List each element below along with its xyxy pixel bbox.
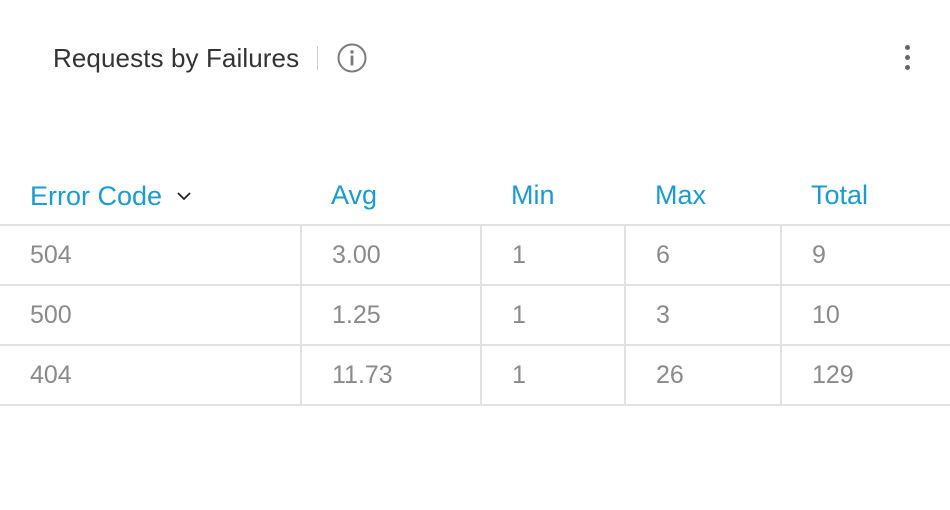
kebab-dot	[904, 54, 910, 60]
info-circle-icon[interactable]	[336, 42, 368, 74]
chevron-down-icon[interactable]	[176, 178, 192, 201]
kebab-dot	[904, 44, 910, 50]
cell-avg: 1.25	[301, 285, 482, 346]
cell-total: 10	[781, 285, 950, 346]
cell-avg: 11.73	[301, 345, 482, 406]
cell-total: 9	[781, 225, 950, 286]
table-row: 500 1.25 1 3 10	[0, 285, 950, 346]
table-row: 404 11.73 1 26 129	[0, 345, 950, 406]
widget-header: Requests by Failures	[53, 38, 368, 78]
cell-max: 3	[625, 285, 782, 346]
kebab-menu-icon[interactable]	[896, 40, 918, 74]
cell-max: 26	[625, 345, 782, 406]
cell-min: 1	[481, 285, 626, 346]
cell-min: 1	[481, 225, 626, 286]
cell-error-code: 504	[0, 225, 302, 286]
cell-error-code: 404	[0, 345, 302, 406]
column-header-max[interactable]: Max	[625, 166, 781, 226]
cell-min: 1	[481, 345, 626, 406]
column-header-error-code[interactable]: Error Code	[0, 166, 301, 226]
column-header-label: Error Code	[30, 181, 163, 211]
cell-error-code: 500	[0, 285, 302, 346]
column-header-avg[interactable]: Avg	[301, 166, 481, 226]
title-divider	[317, 46, 319, 70]
widget-title: Requests by Failures	[53, 42, 300, 73]
cell-max: 6	[625, 225, 782, 286]
column-header-min[interactable]: Min	[481, 166, 625, 226]
cell-avg: 3.00	[301, 225, 482, 286]
column-header-total[interactable]: Total	[781, 166, 950, 226]
kebab-dot	[904, 64, 910, 70]
failures-table: Error Code Avg Min Max Total 504 3.00 1 …	[0, 166, 950, 406]
table-header-row: Error Code Avg Min Max Total	[0, 166, 950, 226]
table-row: 504 3.00 1 6 9	[0, 225, 950, 286]
cell-total: 129	[781, 345, 950, 406]
